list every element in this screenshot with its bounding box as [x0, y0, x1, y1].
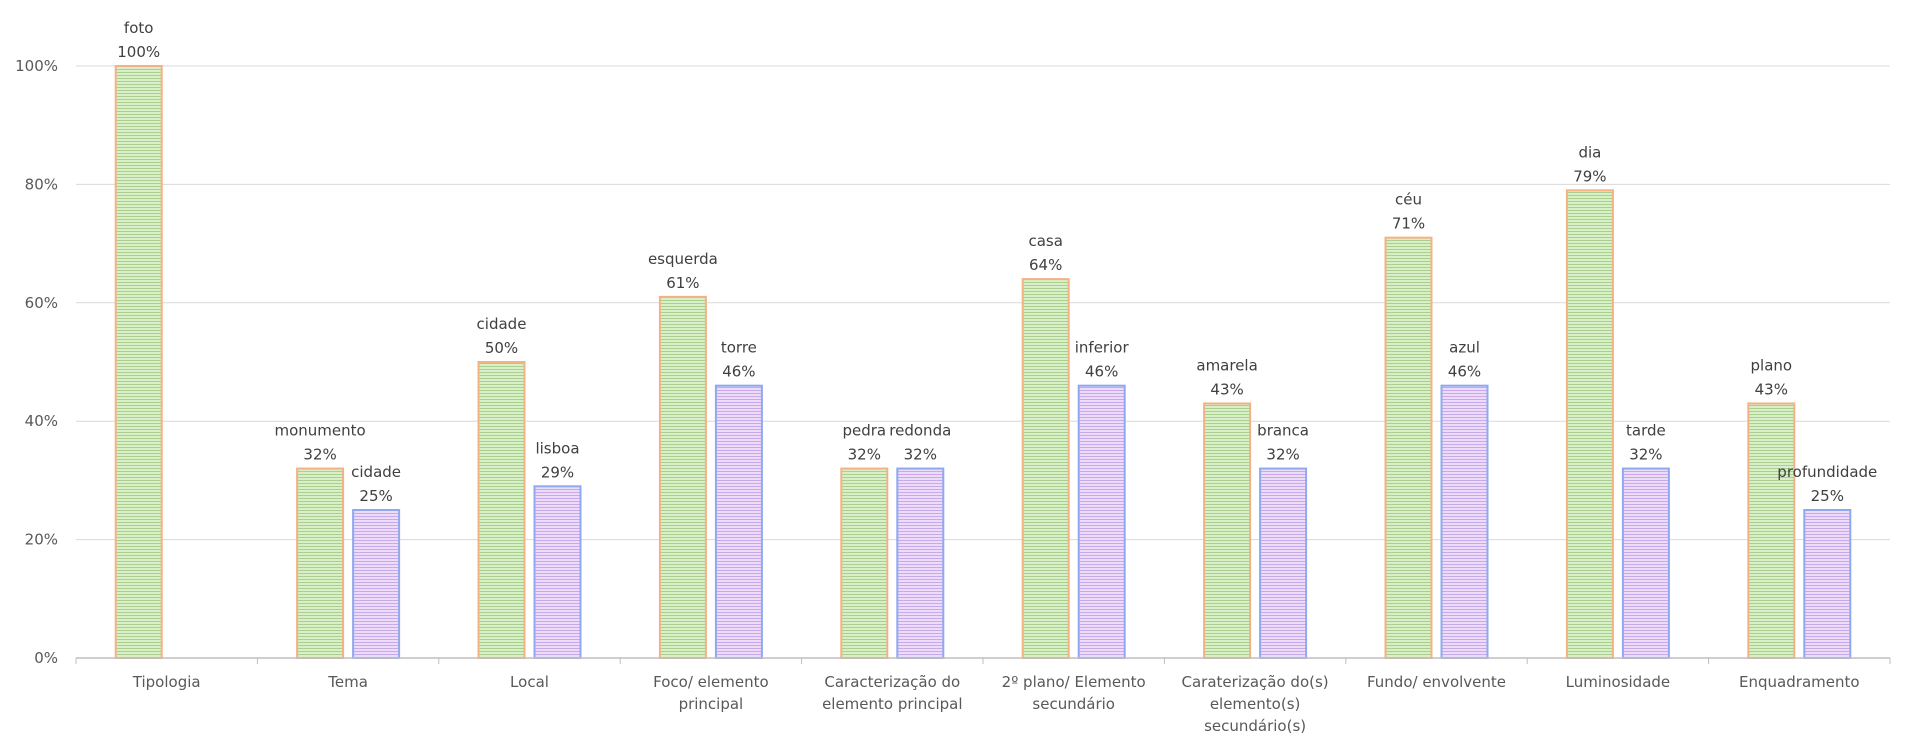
- data-label-name: tarde: [1626, 422, 1666, 440]
- category-label: Enquadramento: [1739, 673, 1860, 691]
- y-tick-label: 40%: [25, 412, 58, 430]
- data-label-name: plano: [1751, 356, 1793, 374]
- y-tick-label: 20%: [25, 531, 58, 549]
- data-label-value: 25%: [359, 487, 392, 505]
- data-label-name: esquerda: [648, 250, 718, 268]
- data-label-name: amarela: [1196, 356, 1257, 374]
- category-label: Tipologia: [132, 673, 201, 691]
- data-label-name: céu: [1395, 191, 1422, 209]
- data-label-value: 46%: [1448, 363, 1481, 381]
- category-label: Fundo/ envolvente: [1367, 673, 1506, 691]
- bar-series1: [114, 65, 163, 659]
- data-label-value: 71%: [1392, 215, 1425, 233]
- data-label-name: pedra: [842, 422, 886, 440]
- y-tick-label: 60%: [25, 294, 58, 312]
- y-tick-label: 0%: [34, 649, 58, 667]
- bar-series2: [1803, 509, 1852, 659]
- category-label: principal: [679, 695, 744, 713]
- category-label: Local: [510, 673, 549, 691]
- data-label-value: 43%: [1755, 380, 1788, 398]
- category-label: Luminosidade: [1566, 673, 1671, 691]
- category-label: elemento principal: [822, 695, 962, 713]
- bars: [114, 65, 1852, 659]
- data-label-name: monumento: [274, 422, 365, 440]
- bar-series2: [714, 384, 763, 659]
- bar-series1: [1747, 402, 1796, 659]
- data-label-value: 43%: [1210, 380, 1243, 398]
- data-label-value: 61%: [666, 274, 699, 292]
- category-label: Caraterização do(s): [1182, 673, 1329, 691]
- bar-series1: [658, 295, 707, 659]
- data-label-value: 46%: [1085, 363, 1118, 381]
- data-label-value: 50%: [485, 339, 518, 357]
- data-label-name: dia: [1578, 143, 1601, 161]
- y-tick-label: 80%: [25, 175, 58, 193]
- data-label-name: branca: [1257, 422, 1309, 440]
- data-label-value: 79%: [1573, 167, 1606, 185]
- data-label-value: 64%: [1029, 256, 1062, 274]
- data-label-name: redonda: [889, 422, 951, 440]
- data-label-name: azul: [1449, 339, 1480, 357]
- data-label-name: casa: [1028, 232, 1062, 250]
- data-label-name: cidade: [477, 315, 527, 333]
- category-label: elemento(s): [1210, 695, 1301, 713]
- data-label-name: foto: [124, 19, 154, 37]
- y-axis-ticks: 0% 20% 40% 60% 80% 100%: [15, 57, 58, 667]
- data-label-name: lisboa: [535, 439, 579, 457]
- bar-series1: [1384, 236, 1433, 659]
- category-labels: Tipologia Tema Local Foco/ elemento principa…: [132, 673, 1860, 735]
- category-label: 2º plano/ Elemento: [1002, 673, 1146, 691]
- category-label: Tema: [327, 673, 368, 691]
- bar-series2: [896, 467, 945, 659]
- bar-series2: [352, 509, 401, 659]
- bar-series1: [1565, 189, 1614, 659]
- data-label-value: 25%: [1811, 487, 1844, 505]
- category-label: secundário: [1032, 695, 1115, 713]
- data-label-name: torre: [721, 339, 757, 357]
- data-label-value: 46%: [722, 363, 755, 381]
- data-label-value: 32%: [848, 446, 881, 464]
- data-label-name: cidade: [351, 463, 401, 481]
- data-label-value: 29%: [541, 463, 574, 481]
- bar-series2: [1259, 467, 1308, 659]
- data-label-value: 32%: [1629, 446, 1662, 464]
- x-axis: [75, 657, 1891, 664]
- data-label-value: 100%: [117, 43, 160, 61]
- bar-series1: [1203, 402, 1252, 659]
- gridlines: [76, 65, 1890, 541]
- data-label-name: inferior: [1075, 339, 1130, 357]
- bar-series2: [1440, 384, 1489, 659]
- y-tick-label: 100%: [15, 57, 58, 75]
- category-label: Caracterização do: [824, 673, 960, 691]
- category-label: secundário(s): [1204, 717, 1306, 735]
- data-label-value: 32%: [303, 446, 336, 464]
- bar-series1: [477, 361, 526, 659]
- data-label-name: profundidade: [1777, 463, 1877, 481]
- bar-series2: [533, 485, 582, 659]
- bar-series1: [1021, 278, 1070, 659]
- bar-series2: [1621, 467, 1670, 659]
- data-label-value: 32%: [904, 446, 937, 464]
- bar-series1: [840, 467, 889, 659]
- data-labels: foto 100% monumento 32% cidade 25% cidade 50% li…: [117, 19, 1877, 505]
- category-label: Foco/ elemento: [653, 673, 769, 691]
- data-label-value: 32%: [1266, 446, 1299, 464]
- bar-series2: [1077, 384, 1126, 659]
- bar-series1: [296, 467, 345, 659]
